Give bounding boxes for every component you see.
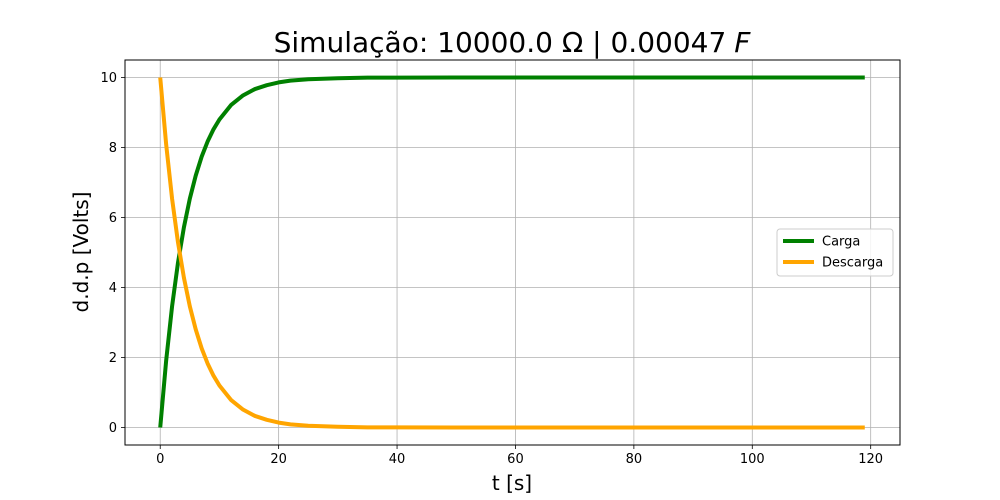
x-tick-label: 60 bbox=[507, 452, 524, 467]
x-tick-label: 100 bbox=[740, 452, 765, 467]
series-layer bbox=[158, 75, 865, 430]
legend-label-descarga: Descarga bbox=[822, 256, 883, 271]
y-tick-label: 0 bbox=[109, 421, 117, 436]
x-tick-label: 120 bbox=[858, 452, 883, 467]
plot-frame bbox=[124, 59, 901, 446]
x-tick-label: 40 bbox=[389, 452, 406, 467]
legend-label-carga: Carga bbox=[822, 235, 860, 250]
y-tick-label: 2 bbox=[109, 351, 117, 366]
chart-title: Simulação: 10000.0 Ω | 0.00047 F bbox=[274, 26, 752, 59]
x-axis-label: t [s] bbox=[492, 471, 532, 495]
y-tick-label: 8 bbox=[109, 141, 117, 156]
x-tick-label: 0 bbox=[156, 452, 164, 467]
y-axis-label: d.d.p [Volts] bbox=[69, 192, 93, 313]
chart-title-main: Simulação: 10000.0 Ω | 0.00047 bbox=[274, 26, 727, 59]
x-tick-label: 80 bbox=[626, 452, 643, 467]
y-tick-label: 10 bbox=[100, 71, 117, 86]
x-tick-label: 20 bbox=[270, 452, 287, 467]
legend: Carga Descarga bbox=[776, 228, 894, 277]
chart-title-unit: F bbox=[734, 26, 751, 59]
tick-layer: 0 20 40 60 80 100 120 0 2 4 6 8 10 bbox=[100, 71, 883, 467]
y-tick-label: 6 bbox=[109, 211, 117, 226]
series-line-carga bbox=[158, 75, 865, 428]
series-line-descarga bbox=[158, 77, 865, 430]
y-tick-label: 4 bbox=[109, 281, 117, 296]
